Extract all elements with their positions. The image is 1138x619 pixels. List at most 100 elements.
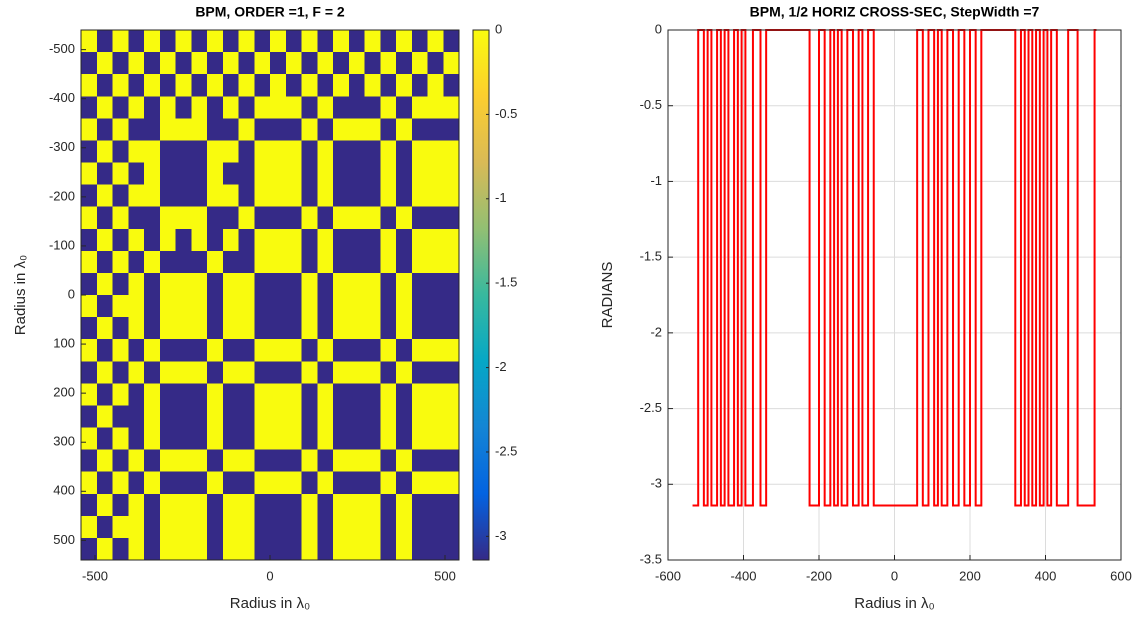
cell xyxy=(270,383,287,407)
cell xyxy=(128,449,145,473)
cell xyxy=(333,30,350,53)
cell xyxy=(144,52,161,75)
cell xyxy=(443,228,460,252)
cell xyxy=(443,118,460,142)
cell xyxy=(364,449,381,473)
cell xyxy=(144,295,161,318)
cell xyxy=(285,52,303,75)
cell xyxy=(254,361,271,384)
y-tick-label: 500 xyxy=(53,532,75,547)
cell xyxy=(411,118,429,142)
cell xyxy=(159,427,177,451)
cell xyxy=(112,250,129,274)
cell xyxy=(427,228,444,252)
cell xyxy=(333,118,350,142)
cell xyxy=(254,493,271,517)
cell xyxy=(364,52,381,75)
cell xyxy=(159,493,177,517)
cell xyxy=(317,383,334,407)
cell xyxy=(285,184,303,208)
cell xyxy=(175,317,192,340)
cell xyxy=(333,206,350,230)
cell xyxy=(81,383,98,407)
cell xyxy=(81,162,98,186)
cell xyxy=(427,184,444,208)
cell xyxy=(159,228,177,252)
cell xyxy=(380,471,397,495)
cell xyxy=(238,427,255,451)
cell xyxy=(285,206,303,230)
cell xyxy=(191,52,208,75)
cell xyxy=(254,272,271,296)
cell xyxy=(222,250,240,274)
cell xyxy=(254,96,271,119)
cell xyxy=(380,118,397,142)
cell xyxy=(348,162,366,186)
cell xyxy=(238,339,255,362)
cell xyxy=(427,96,444,119)
cell xyxy=(301,471,318,495)
cell xyxy=(144,206,161,230)
cell xyxy=(159,383,177,407)
cell xyxy=(380,449,397,473)
cell xyxy=(317,405,334,429)
cell xyxy=(285,74,303,97)
cell xyxy=(128,206,145,230)
cell xyxy=(254,515,271,539)
cell xyxy=(222,184,240,208)
y-axis-label: RADIANS xyxy=(599,262,616,329)
cell xyxy=(222,405,240,429)
y-tick-label: 400 xyxy=(53,483,75,498)
cell xyxy=(270,74,287,97)
axes-frame xyxy=(667,29,1122,561)
cell xyxy=(443,295,460,318)
cell xyxy=(364,361,381,384)
cell xyxy=(270,272,287,296)
cell xyxy=(333,272,350,296)
cell xyxy=(112,52,129,75)
cell xyxy=(348,30,366,53)
cell xyxy=(81,339,98,362)
cell xyxy=(348,74,366,97)
cell xyxy=(112,449,129,473)
cell xyxy=(144,96,161,119)
cell xyxy=(364,250,381,274)
cell xyxy=(270,339,287,362)
cell xyxy=(254,295,271,318)
cell xyxy=(396,118,413,142)
cell xyxy=(364,427,381,451)
cell xyxy=(144,427,161,451)
cell xyxy=(380,250,397,274)
cell xyxy=(191,162,208,186)
cell xyxy=(96,228,114,252)
cell xyxy=(222,30,240,53)
cell xyxy=(112,96,129,119)
y-tick-label: -1.5 xyxy=(640,249,662,264)
cell xyxy=(175,295,192,318)
cell xyxy=(333,74,350,97)
colorbar-frame xyxy=(472,29,490,561)
cell xyxy=(396,515,413,539)
y-tick-label: 0 xyxy=(655,21,662,36)
cell xyxy=(222,361,240,384)
cell xyxy=(238,52,255,75)
cell xyxy=(96,383,114,407)
cell xyxy=(81,317,98,340)
cell xyxy=(159,74,177,97)
cell xyxy=(96,449,114,473)
cell xyxy=(380,96,397,119)
y-tick-label: -500 xyxy=(49,41,75,56)
cell xyxy=(364,537,381,561)
cell xyxy=(238,361,255,384)
cell xyxy=(254,206,271,230)
cell xyxy=(411,317,429,340)
cell xyxy=(411,272,429,296)
cell xyxy=(411,206,429,230)
cell xyxy=(396,361,413,384)
cell xyxy=(301,272,318,296)
cell xyxy=(333,537,350,561)
cell xyxy=(364,295,381,318)
cell xyxy=(144,184,161,208)
cell xyxy=(175,537,192,561)
cell xyxy=(427,515,444,539)
